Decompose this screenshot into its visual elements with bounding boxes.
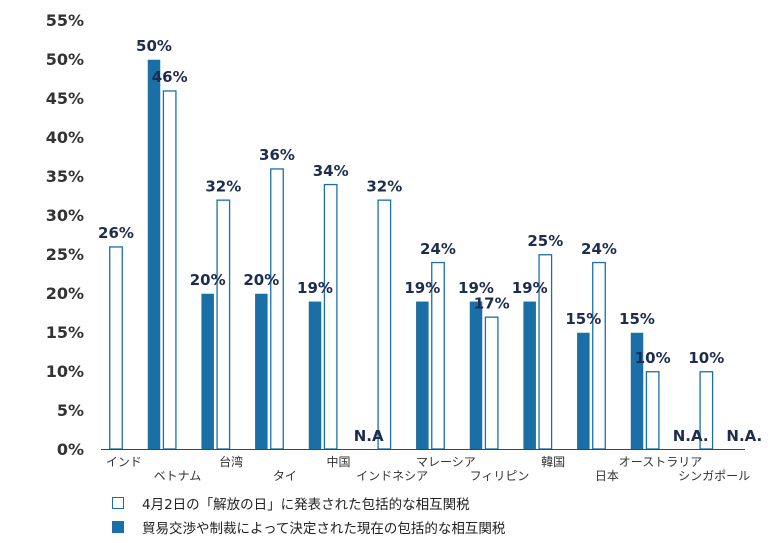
value-label-current: N.A. bbox=[673, 427, 709, 445]
category-label: ベトナム bbox=[154, 469, 202, 483]
value-label-announced: 36% bbox=[259, 146, 295, 164]
category-label: マレーシア bbox=[416, 455, 476, 469]
bar-current bbox=[523, 301, 536, 449]
category-label: 日本 bbox=[595, 469, 619, 483]
bar-current bbox=[630, 332, 644, 449]
y-tick-label: 5% bbox=[57, 401, 84, 420]
legend-label-announced: 4月2日の「解放の日」に発表された包括的な相互関税 bbox=[142, 497, 470, 513]
bar-current bbox=[147, 59, 161, 449]
category-label: タイ bbox=[273, 469, 297, 483]
category-label: オーストラリア bbox=[619, 455, 702, 469]
y-axis: 0% 5% 10% 15% 20% 25% 30% 35% 40% 45% 50% 55% bbox=[46, 11, 84, 459]
bar-announced bbox=[109, 246, 123, 450]
y-tick-label: 40% bbox=[46, 128, 84, 147]
bar-announced bbox=[216, 199, 231, 450]
bar-announced bbox=[323, 183, 338, 450]
value-labels: 26% 50% 46% 20% 32% 20% 36% 19% 34% N.A 32% 19% 24% 1… bbox=[98, 37, 762, 445]
value-label-current: 19% bbox=[404, 279, 440, 297]
category-label: 中国 bbox=[326, 454, 350, 469]
value-label-announced: 46% bbox=[152, 68, 188, 86]
bar-current bbox=[416, 301, 429, 449]
legend-swatch-announced bbox=[112, 497, 124, 509]
bars bbox=[109, 59, 714, 450]
bar-current bbox=[255, 293, 268, 449]
y-tick-label: 30% bbox=[46, 206, 84, 225]
category-label: インド bbox=[106, 455, 142, 469]
value-label-current: 15% bbox=[565, 310, 601, 328]
bar-announced bbox=[377, 199, 392, 450]
value-label-announced: 25% bbox=[527, 232, 563, 250]
y-tick-label: 55% bbox=[46, 11, 84, 30]
value-label-current: 20% bbox=[190, 271, 226, 289]
bar-current bbox=[201, 293, 214, 449]
y-tick-label: 50% bbox=[46, 50, 84, 69]
value-label-current: 19% bbox=[297, 279, 333, 297]
y-tick-label: 20% bbox=[46, 284, 84, 303]
value-label-current: 19% bbox=[458, 279, 494, 297]
bar-announced bbox=[645, 371, 660, 450]
y-tick-label: 35% bbox=[46, 167, 84, 186]
value-label-announced: 32% bbox=[205, 177, 241, 195]
value-label-current: 15% bbox=[619, 310, 655, 328]
value-label-current: 19% bbox=[512, 279, 548, 297]
y-tick-label: 45% bbox=[46, 89, 84, 108]
y-tick-label: 0% bbox=[57, 440, 84, 459]
bar-current bbox=[469, 301, 483, 449]
y-tick-label: 10% bbox=[46, 362, 84, 381]
value-label-current: 20% bbox=[243, 271, 279, 289]
bar-current bbox=[308, 301, 322, 449]
bar-announced bbox=[592, 261, 606, 450]
category-label: 台湾 bbox=[219, 454, 243, 469]
category-label: シンガポール bbox=[678, 469, 750, 483]
category-label: 韓国 bbox=[541, 455, 565, 469]
value-label-announced: 26% bbox=[98, 224, 134, 242]
value-label-current: N.A. bbox=[726, 427, 762, 445]
y-tick-label: 25% bbox=[46, 245, 84, 264]
value-label-announced: 10% bbox=[635, 349, 671, 367]
y-tick-label: 15% bbox=[46, 323, 84, 342]
legend-item-current: 貿易交渉や制裁によって決定された現在の包括的な相互関税 bbox=[112, 517, 505, 537]
value-label-announced: 32% bbox=[366, 177, 402, 195]
legend-swatch-current bbox=[112, 521, 124, 533]
category-label: インドネシア bbox=[356, 469, 428, 483]
value-label-announced: 24% bbox=[420, 240, 456, 258]
category-label: フィリピン bbox=[470, 469, 530, 483]
legend-label-current: 貿易交渉や制裁によって決定された現在の包括的な相互関税 bbox=[142, 521, 506, 537]
value-label-announced: 10% bbox=[688, 349, 724, 367]
bar-current bbox=[577, 332, 590, 449]
value-label-current: N.A bbox=[354, 427, 384, 445]
value-label-announced: 24% bbox=[581, 240, 617, 258]
value-label-announced: 34% bbox=[313, 162, 349, 180]
legend-item-announced: 4月2日の「解放の日」に発表された包括的な相互関税 bbox=[112, 493, 470, 513]
value-label-announced: 17% bbox=[474, 294, 510, 312]
bar-announced bbox=[162, 90, 177, 450]
bar-announced bbox=[270, 168, 284, 450]
bar-announced bbox=[484, 316, 499, 450]
value-label-current: 50% bbox=[136, 37, 172, 55]
